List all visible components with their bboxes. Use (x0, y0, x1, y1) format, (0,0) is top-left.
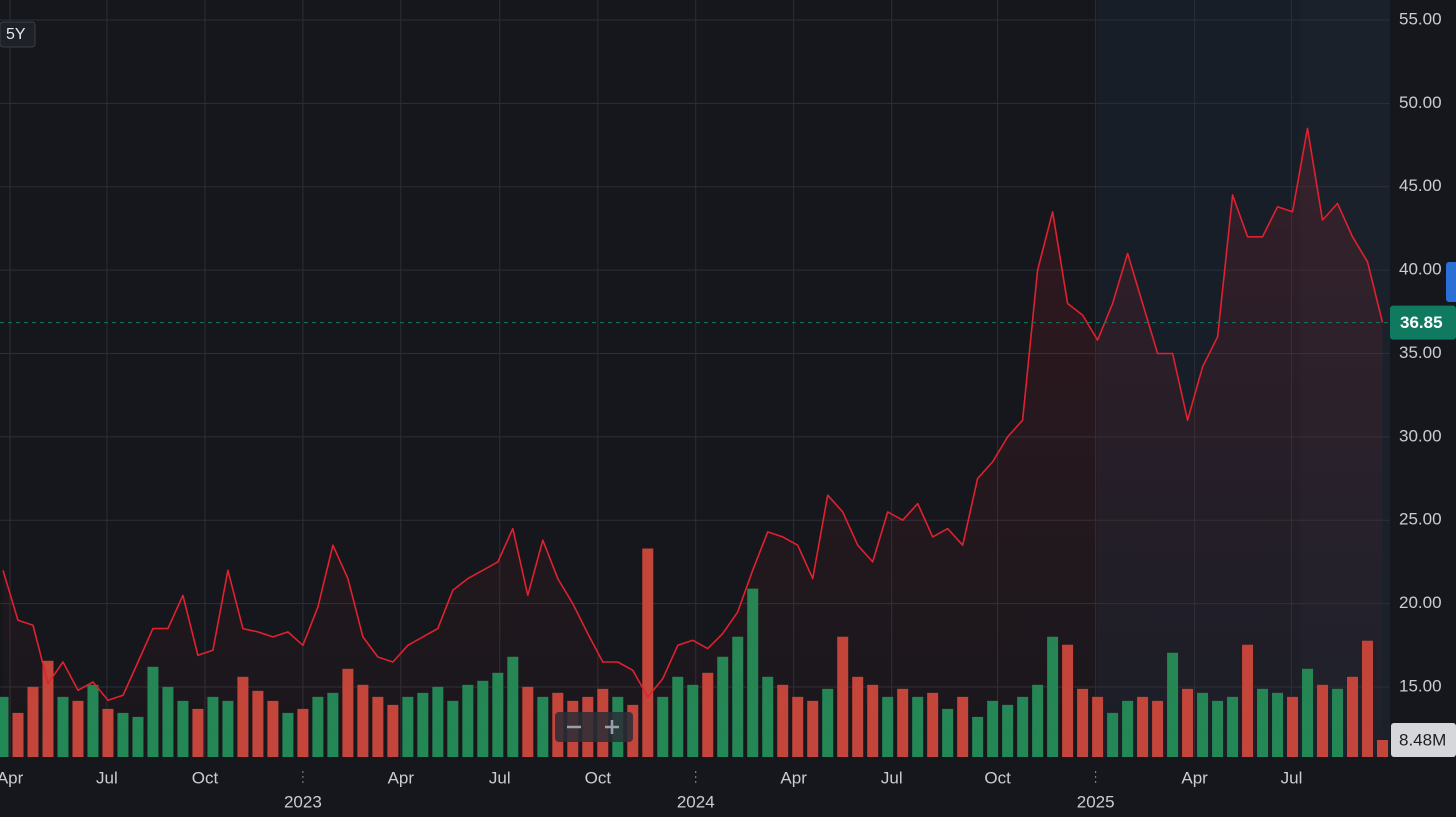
volume-label: 8.48M (1399, 730, 1446, 749)
x-tick-label: Oct (984, 768, 1011, 787)
y-tick-label: 45.00 (1399, 176, 1442, 195)
axes: 15.00 20.00 25.00 30.00 35.00 40.00 45.00 50.00… (0, 9, 1456, 811)
x-tick-label: 2023 (284, 792, 322, 811)
price-line (2, 127, 1384, 702)
x-tick-label: Apr (1181, 768, 1208, 787)
y-tick-label: 50.00 (1399, 93, 1442, 112)
y-tick-label: 25.00 (1399, 510, 1442, 529)
x-tick-label: 2025 (1077, 792, 1115, 811)
x-tick-label: Jul (96, 768, 118, 787)
last-price-bg (1390, 305, 1456, 340)
x-tick-label: Jul (1281, 768, 1303, 787)
zoom-controls (555, 712, 633, 742)
x-tick-label: Oct (585, 768, 612, 787)
price-area (2, 128, 1383, 757)
volume-bar (1377, 739, 1389, 757)
x-tick-label: Apr (0, 768, 24, 787)
scroll-handle[interactable] (1446, 262, 1456, 302)
y-tick-label: 15.00 (1399, 676, 1442, 695)
range-button-bg[interactable] (0, 21, 36, 48)
volume-label-bg (1391, 722, 1456, 757)
x-tick-label: Jul (881, 768, 903, 787)
range-button[interactable]: 5Y (0, 21, 36, 48)
y-tick-label: 30.00 (1399, 426, 1442, 445)
y-tick-label: 40.00 (1399, 260, 1442, 279)
x-tick-label: Apr (388, 768, 415, 787)
last-price-label: 36.85 (1400, 313, 1443, 332)
y-tick-label: 20.00 (1399, 593, 1442, 612)
x-tick-label: Apr (780, 768, 807, 787)
y-tick-label: 55.00 (1399, 9, 1442, 28)
range-label[interactable]: 5Y (6, 26, 26, 43)
price-line-layer (0, 127, 1390, 757)
zoom-bg (555, 712, 633, 742)
volume-bar (642, 548, 654, 757)
x-tick-label: Jul (489, 768, 511, 787)
y-tick-label: 35.00 (1399, 343, 1442, 362)
x-tick-label: 2024 (677, 792, 715, 811)
x-tick-label: Oct (192, 768, 219, 787)
